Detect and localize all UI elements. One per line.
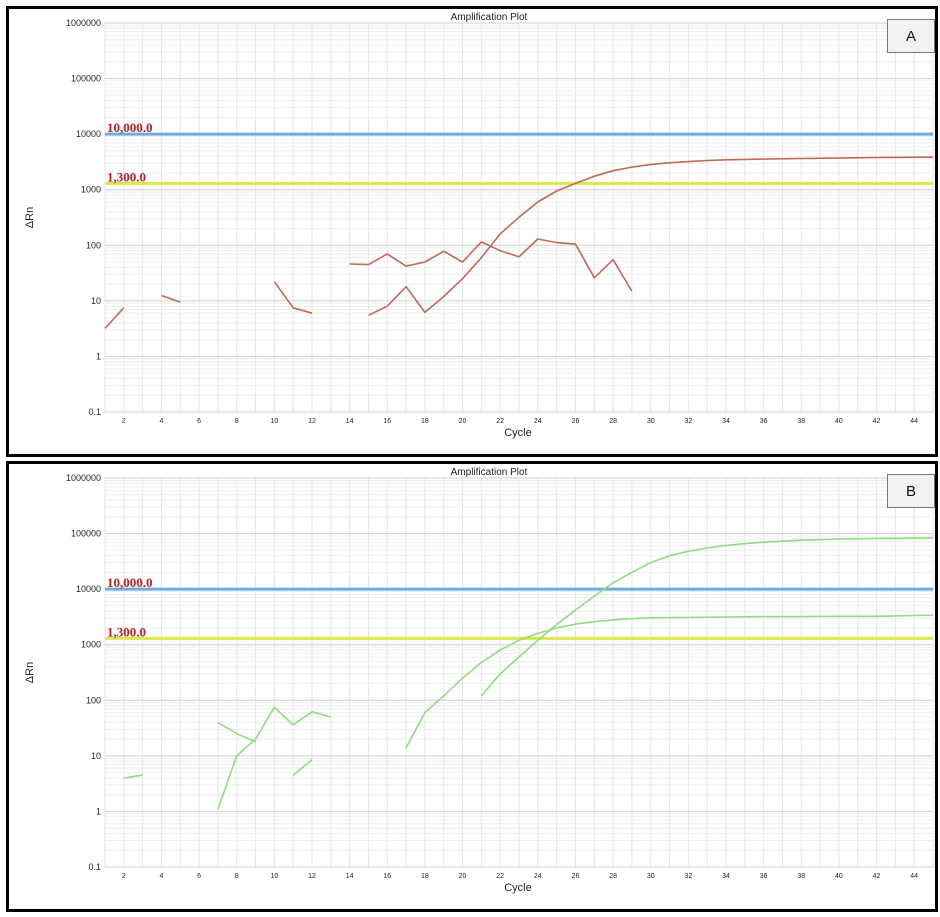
threshold-label: 10,000.0 [107, 575, 153, 590]
amplification-plot-panel-a: Amplification Plot 0.1 1 10 100 1000 10000 1000… [6, 6, 938, 457]
series-line [217, 721, 256, 743]
y-tick-label: 1000 [81, 185, 101, 195]
panel-a-label: A [887, 19, 935, 53]
x-tick-label: 6 [197, 418, 201, 425]
x-tick-label: 2 [122, 873, 126, 880]
series-line [217, 706, 332, 810]
x-tick-label: 30 [647, 418, 655, 425]
x-tick-label: 24 [534, 873, 542, 880]
series-line [349, 238, 633, 292]
series-line [123, 774, 143, 779]
x-tick-label: 38 [797, 418, 805, 425]
y-tick-label: 100 [86, 240, 101, 250]
y-tick-label: 1000000 [66, 473, 101, 483]
x-tick-label: 44 [910, 873, 918, 880]
x-tick-label: 8 [235, 418, 239, 425]
x-tick-label: 16 [383, 873, 391, 880]
amplification-plot-panel-b: Amplification Plot 0.1 1 10 100 1000 10000 1000… [6, 461, 938, 912]
series-line [161, 294, 181, 303]
x-tick-label: 4 [160, 418, 164, 425]
x-tick-label: 10 [270, 873, 278, 880]
x-tick-label: 14 [346, 873, 354, 880]
x-tick-label: 26 [572, 418, 580, 425]
x-tick-label: 8 [235, 873, 239, 880]
x-tick-label: 38 [797, 873, 805, 880]
x-tick-label: 40 [835, 418, 843, 425]
x-tick-label: 20 [459, 873, 467, 880]
y-axis-label: ΔRn [24, 662, 36, 683]
x-tick-label: 2 [122, 418, 126, 425]
x-tick-label: 22 [496, 418, 504, 425]
x-tick-label: 40 [835, 873, 843, 880]
y-axis-label: ΔRn [24, 207, 36, 228]
x-tick-label: 10 [270, 418, 278, 425]
chart-a-svg: Amplification Plot 0.1 1 10 100 1000 10000 1000… [24, 12, 934, 439]
x-tick-label: 28 [609, 418, 617, 425]
x-tick-label: 12 [308, 873, 316, 880]
y-tick-label: 1 [96, 806, 101, 816]
y-tick-label: 1000 [81, 640, 101, 650]
x-tick-label: 18 [421, 873, 429, 880]
x-tick-label: 32 [684, 873, 692, 880]
x-tick-label: 42 [873, 418, 881, 425]
x-tick-label: 20 [459, 418, 467, 425]
series-line [104, 307, 125, 329]
chart-title: Amplification Plot [451, 12, 528, 23]
x-tick-label: 32 [684, 418, 692, 425]
x-tick-label: 24 [534, 418, 542, 425]
y-tick-label: 10 [91, 296, 101, 306]
y-tick-label: 1000000 [66, 18, 101, 28]
y-tick-label: 0.1 [88, 862, 101, 872]
y-tick-label: 0.1 [88, 407, 101, 417]
panel-b-label: B [887, 474, 935, 508]
series-line [405, 614, 934, 749]
x-tick-label: 18 [421, 418, 429, 425]
series-line [368, 156, 933, 317]
x-tick-label: 22 [496, 873, 504, 880]
y-tick-label: 10000 [76, 584, 101, 594]
y-tick-label: 1 [96, 351, 101, 361]
series-line [273, 281, 313, 314]
x-tick-label: 36 [760, 418, 768, 425]
x-tick-label: 34 [722, 873, 730, 880]
y-tick-label: 100000 [71, 74, 101, 84]
x-tick-label: 16 [383, 418, 391, 425]
y-tick-label: 10 [91, 751, 101, 761]
threshold-label: 10,000.0 [107, 120, 153, 135]
x-tick-label: 12 [308, 418, 316, 425]
x-tick-label: 36 [760, 873, 768, 880]
x-axis-label: Cycle [504, 882, 532, 894]
x-tick-label: 4 [160, 873, 164, 880]
x-tick-label: 44 [910, 418, 918, 425]
x-tick-label: 34 [722, 418, 730, 425]
x-axis-label: Cycle [504, 427, 532, 439]
series-line [480, 537, 934, 697]
y-tick-label: 100 [86, 695, 101, 705]
x-tick-label: 42 [873, 873, 881, 880]
series-line [292, 759, 313, 776]
chart-title: Amplification Plot [451, 467, 528, 478]
threshold-label: 1,300.0 [107, 169, 146, 184]
y-tick-label: 10000 [76, 129, 101, 139]
threshold-label: 1,300.0 [107, 624, 146, 639]
x-tick-label: 28 [609, 873, 617, 880]
x-tick-label: 14 [346, 418, 354, 425]
x-tick-label: 26 [572, 873, 580, 880]
x-tick-label: 6 [197, 873, 201, 880]
x-tick-label: 30 [647, 873, 655, 880]
y-tick-label: 100000 [71, 529, 101, 539]
chart-b-svg: Amplification Plot 0.1 1 10 100 1000 10000 1000… [24, 467, 934, 894]
